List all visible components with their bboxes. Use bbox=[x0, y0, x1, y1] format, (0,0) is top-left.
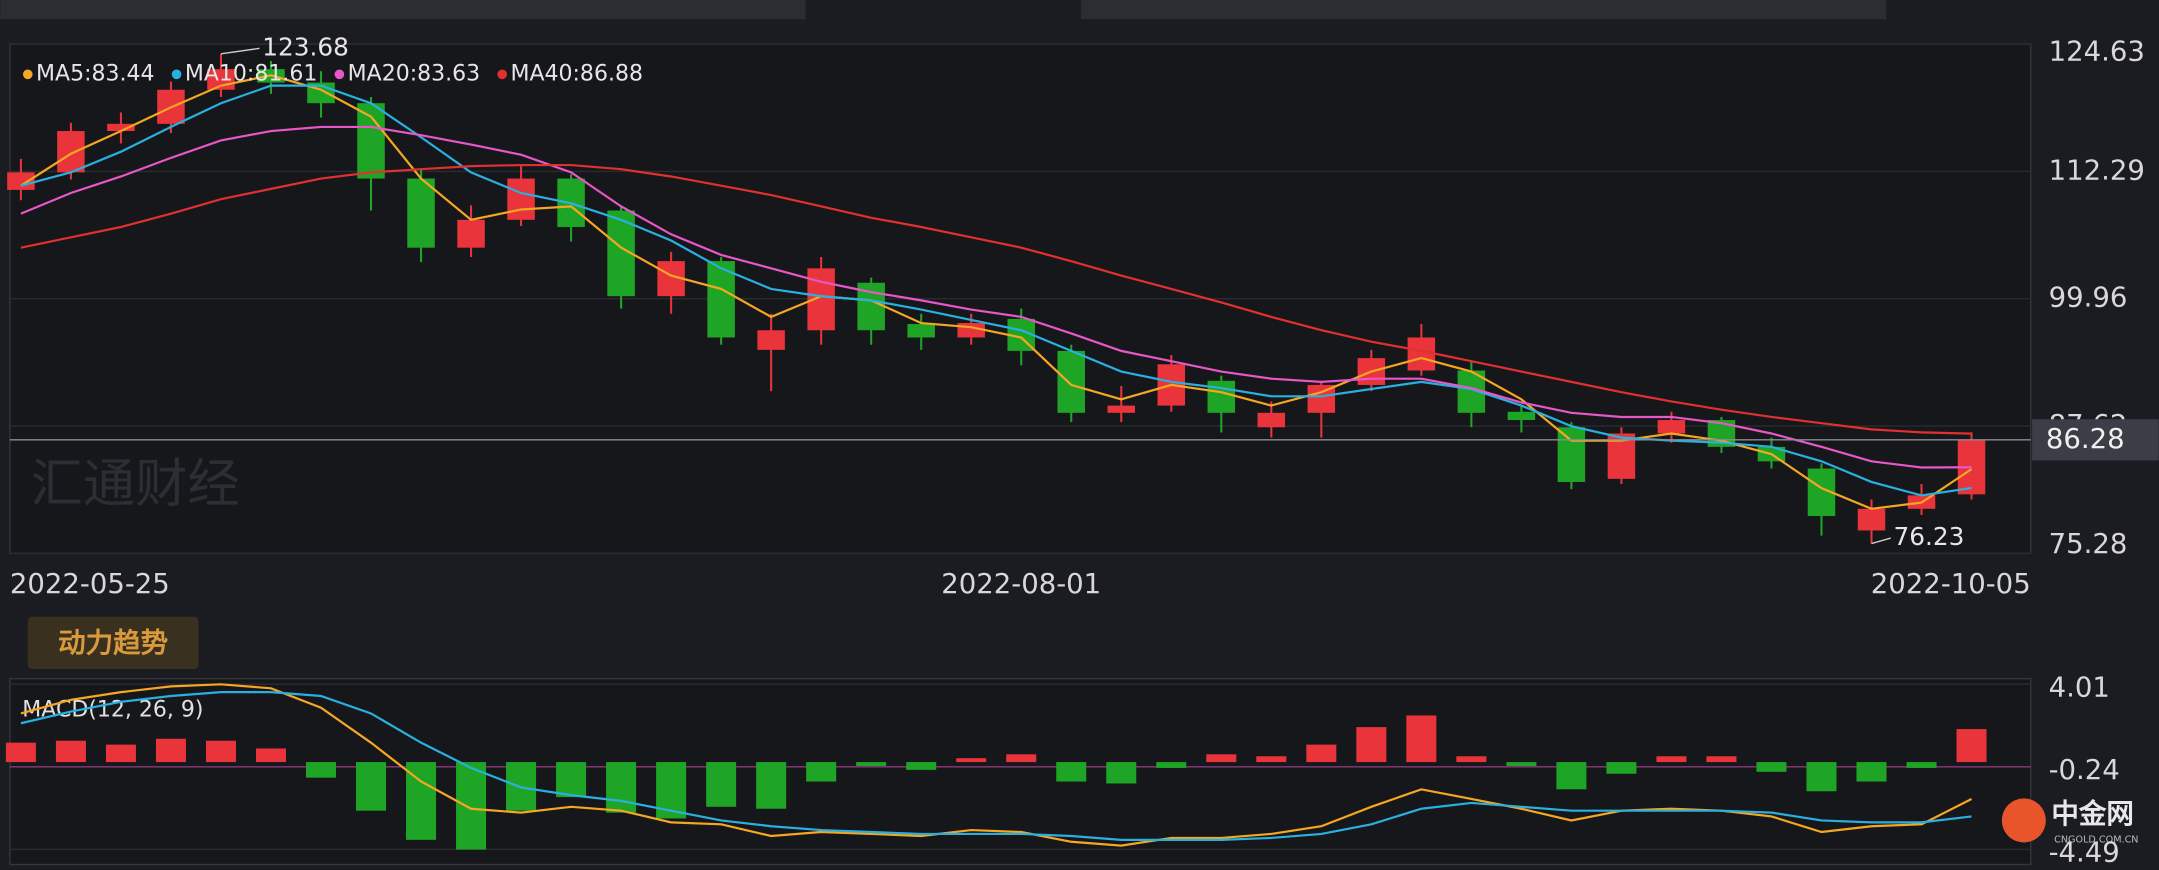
macd-bar bbox=[1506, 762, 1537, 766]
macd-bar bbox=[1406, 715, 1437, 763]
high-annotation: 123.68 bbox=[262, 32, 349, 61]
macd-bar bbox=[1206, 754, 1237, 763]
macd-bar bbox=[1856, 762, 1887, 782]
y-tick-label: 4.01 bbox=[2049, 671, 2110, 703]
macd-bar bbox=[906, 762, 937, 770]
ma-line bbox=[20, 163, 1972, 435]
macd-bar bbox=[856, 762, 887, 766]
macd-bar bbox=[255, 748, 286, 763]
candle-body bbox=[1257, 412, 1286, 428]
macd-bar bbox=[5, 742, 36, 763]
annotation-leader bbox=[1871, 537, 1891, 545]
macd-bar bbox=[105, 744, 136, 763]
top-tab bbox=[0, 0, 806, 20]
y-tick-label: -0.24 bbox=[2049, 754, 2120, 786]
x-tick-label: 2022-10-05 bbox=[1871, 568, 2031, 600]
y-tick-label: 99.96 bbox=[2049, 282, 2128, 314]
candle-body bbox=[7, 172, 35, 190]
candle-body bbox=[1107, 405, 1136, 413]
candle-body bbox=[107, 123, 135, 132]
macd-bar bbox=[205, 740, 236, 763]
ma-line bbox=[20, 125, 1972, 469]
macd-bar bbox=[1256, 756, 1287, 763]
indicator-button[interactable] bbox=[27, 616, 199, 670]
macd-bar bbox=[1906, 762, 1937, 768]
logo-sub: CNGOLD.COM.CN bbox=[2054, 835, 2138, 846]
candle-body bbox=[1407, 337, 1436, 371]
legend-marker bbox=[334, 69, 345, 80]
macd-bar bbox=[1806, 762, 1837, 792]
watermark: 汇通财经 bbox=[31, 453, 240, 514]
legend-marker bbox=[171, 69, 182, 80]
macd-bar bbox=[1456, 756, 1487, 763]
candle-body bbox=[1057, 350, 1085, 413]
candle-body bbox=[1207, 380, 1236, 413]
macd-bar bbox=[1706, 756, 1737, 763]
macd-bar bbox=[1356, 727, 1387, 763]
candle-body bbox=[1557, 427, 1586, 482]
candle-body bbox=[507, 178, 535, 220]
legend-label: MA20:83.63 bbox=[348, 61, 481, 86]
macd-bar bbox=[1656, 756, 1687, 763]
candle-body bbox=[707, 261, 735, 338]
macd-bar bbox=[606, 762, 637, 813]
x-tick-label: 2022-05-25 bbox=[10, 568, 170, 600]
macd-bar bbox=[1106, 762, 1137, 784]
candle-body bbox=[457, 219, 485, 248]
macd-bar bbox=[956, 758, 987, 763]
macd-bar bbox=[706, 762, 737, 807]
logo: 中金网 bbox=[2051, 798, 2134, 830]
macd-bar bbox=[456, 762, 487, 850]
macd-bar bbox=[756, 762, 787, 809]
macd-bar bbox=[806, 762, 837, 782]
x-tick-label: 2022-08-01 bbox=[941, 568, 1101, 600]
macd-bar bbox=[1556, 762, 1587, 790]
macd-bar bbox=[556, 762, 587, 798]
legend-marker bbox=[22, 69, 33, 80]
candle-body bbox=[1507, 411, 1536, 421]
candle-body bbox=[357, 103, 385, 179]
annotation-leader bbox=[220, 47, 260, 55]
plot-layer: 124.63112.2999.9687.6275.282022-05-25202… bbox=[5, 32, 2159, 868]
macd-bar bbox=[1156, 762, 1187, 768]
macd-bar bbox=[1606, 762, 1637, 774]
low-annotation: 76.23 bbox=[1894, 522, 1965, 551]
candle-body bbox=[57, 131, 85, 173]
candle-body bbox=[907, 324, 935, 338]
legend-marker bbox=[497, 69, 508, 80]
macd-bar bbox=[1306, 744, 1337, 763]
macd-bar bbox=[1956, 729, 1987, 763]
ma-line bbox=[20, 74, 1973, 510]
last-price-tag bbox=[2032, 419, 2159, 461]
candle-body bbox=[757, 330, 785, 350]
macd-bar bbox=[356, 762, 387, 811]
candle-body bbox=[1857, 508, 1886, 531]
legend-label: MA40:86.88 bbox=[510, 61, 643, 86]
macd-bar bbox=[1756, 762, 1787, 772]
y-tick-label: 112.29 bbox=[2049, 154, 2145, 186]
y-tick-label: 124.63 bbox=[2049, 35, 2145, 67]
legend-label: MA5:83.44 bbox=[36, 61, 155, 86]
macd-bar bbox=[155, 738, 186, 763]
macd-bar bbox=[55, 740, 86, 763]
top-tab bbox=[1080, 0, 1887, 20]
y-tick-label: 75.28 bbox=[2049, 528, 2128, 560]
macd-bar bbox=[305, 762, 337, 778]
macd-bar bbox=[1006, 754, 1037, 763]
last-price-label: 86.28 bbox=[2046, 423, 2125, 455]
candle-body bbox=[407, 178, 435, 248]
macd-title: MACD(12, 26, 9) bbox=[22, 697, 203, 722]
macd-bar bbox=[1056, 762, 1087, 782]
macd-line bbox=[20, 691, 1972, 841]
ma-line bbox=[20, 84, 1972, 497]
candle-body bbox=[1657, 420, 1686, 434]
y-tick-label: -4.49 bbox=[2049, 836, 2120, 868]
logo-icon bbox=[2001, 798, 2046, 843]
legend-label: MA10:81.61 bbox=[185, 61, 318, 86]
indicator-button-label[interactable]: 动力趋势 bbox=[58, 627, 168, 659]
